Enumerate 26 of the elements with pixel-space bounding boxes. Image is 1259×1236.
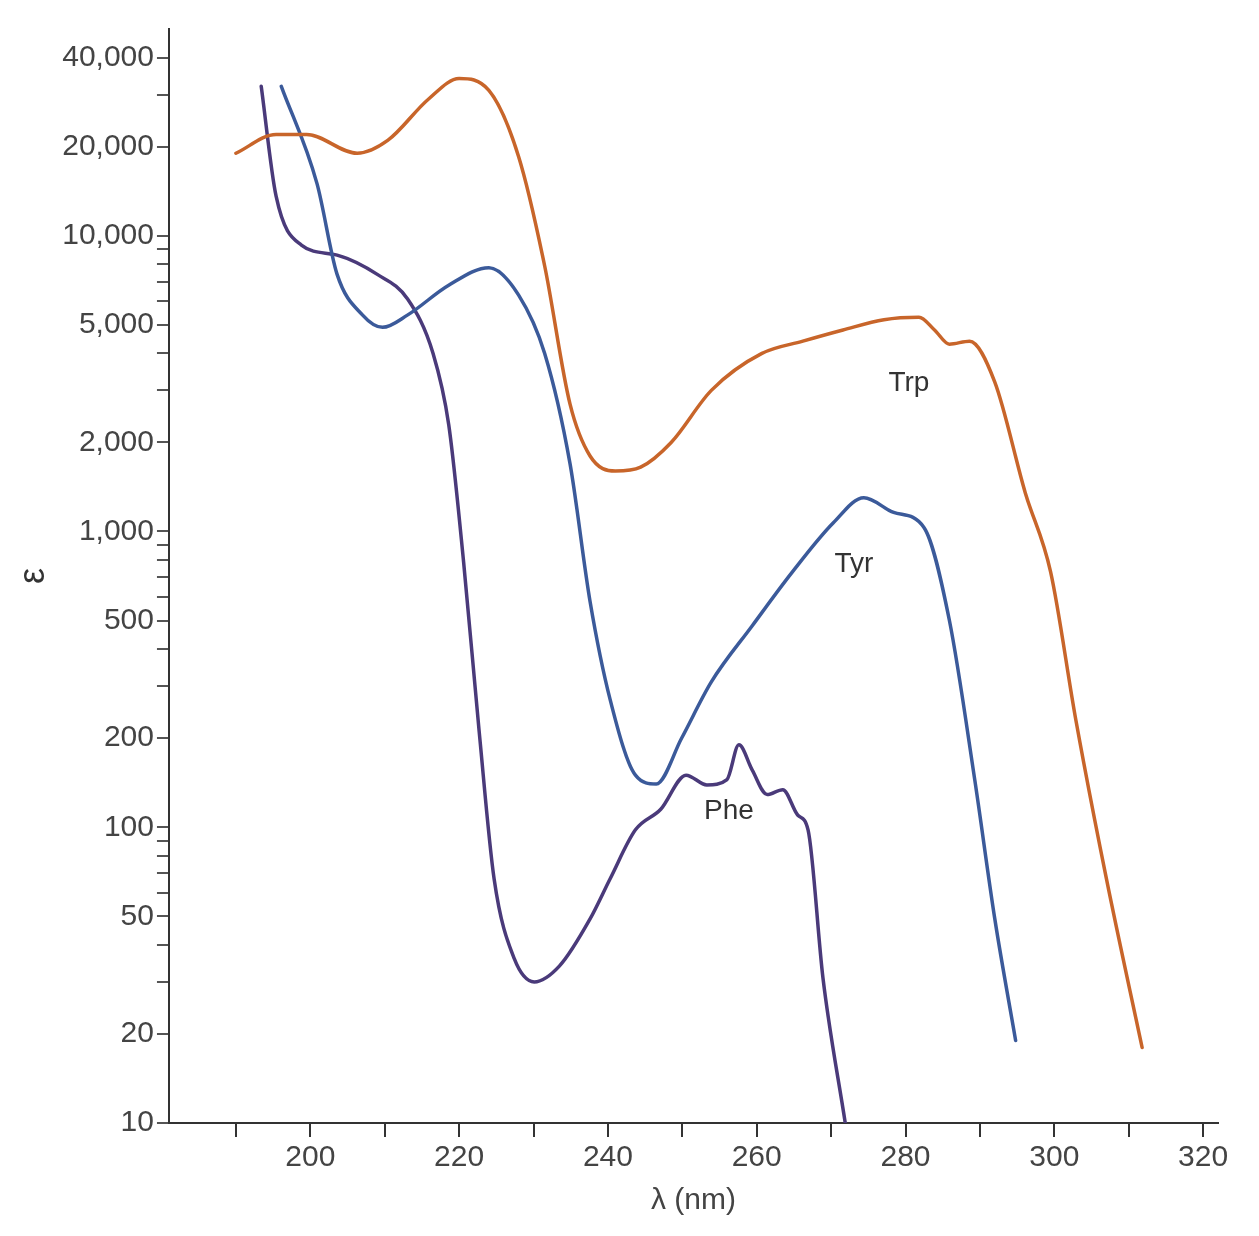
y-tick-label: 10 <box>120 1104 154 1138</box>
y-tick-label: 5,000 <box>78 306 154 340</box>
x-tick-label: 300 <box>1029 1139 1080 1173</box>
x-axis-title: λ (nm) <box>650 1182 736 1216</box>
x-tick-label: 200 <box>285 1139 336 1173</box>
y-tick-label: 2,000 <box>78 423 154 457</box>
y-tick-label: 10,000 <box>62 216 154 250</box>
series-label: Trp <box>888 365 930 397</box>
x-tick-label: 220 <box>434 1139 485 1173</box>
series-label: Tyr <box>834 546 874 578</box>
y-tick-label: 100 <box>103 808 154 842</box>
x-tick-label: 240 <box>582 1139 633 1173</box>
y-axis-title: ε <box>10 567 52 585</box>
line-series <box>234 76 1144 1050</box>
y-tick-label: 1,000 <box>78 512 154 546</box>
y-tick-label: 20,000 <box>62 127 154 161</box>
y-tick-label: 40,000 <box>62 38 154 72</box>
y-tick-label: 200 <box>103 719 154 753</box>
series-label: Phe <box>703 793 754 825</box>
line-series <box>279 84 1018 1043</box>
x-tick-label: 320 <box>1178 1139 1229 1173</box>
y-tick-label: 20 <box>120 1015 154 1049</box>
x-tick-label: 280 <box>880 1139 931 1173</box>
y-tick-label: 50 <box>120 897 154 931</box>
y-tick-label: 500 <box>103 601 154 635</box>
x-tick-label: 260 <box>731 1139 782 1173</box>
